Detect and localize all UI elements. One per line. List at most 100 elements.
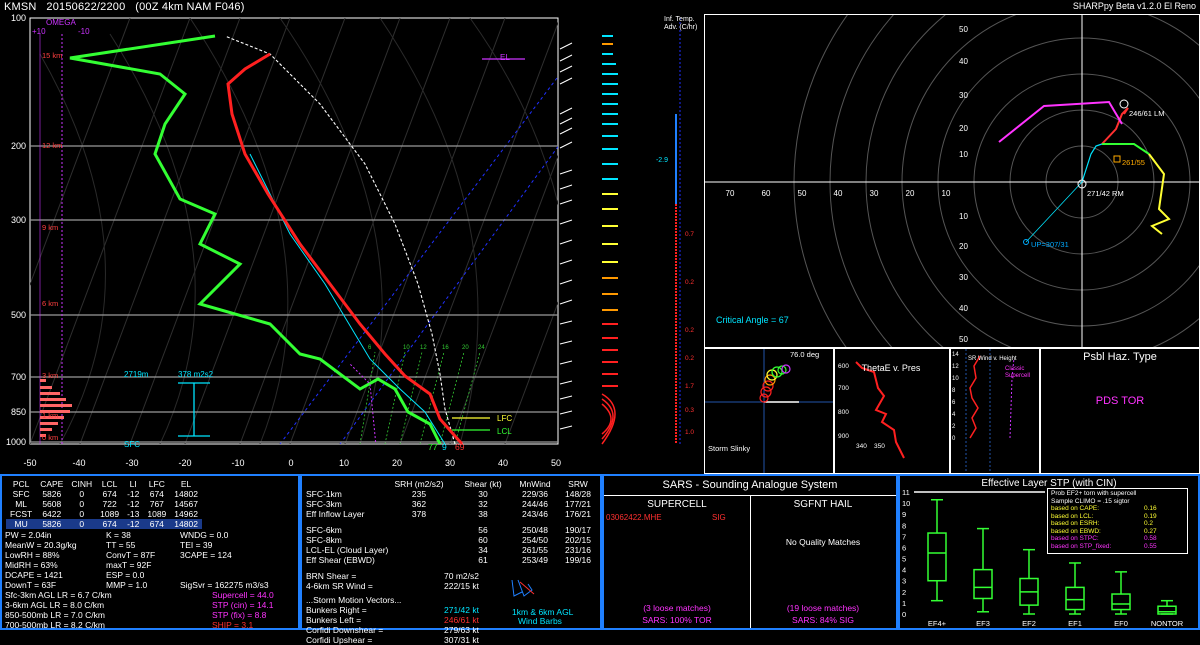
mixing-ratio-label: 10 xyxy=(403,345,410,351)
t-tick: -50 xyxy=(23,458,36,468)
hodo-y-tick: 10 xyxy=(959,150,968,159)
omega-tick: +10 xyxy=(32,27,46,36)
stp-cin-param: STP (cin) = 14.1 xyxy=(212,600,274,610)
stp-y-tick: 0 xyxy=(902,610,906,619)
hodo-tick: 20 xyxy=(906,189,915,198)
lapse-rates: Sfc-3km AGL LR = 6.7 C/km 3-6km AGL LR = … xyxy=(5,590,112,630)
t-tick: -40 xyxy=(72,458,85,468)
svg-text:6: 6 xyxy=(952,400,956,406)
sr46-label: 4-6km SR Wind = xyxy=(306,581,373,591)
skewt-frame xyxy=(29,17,559,445)
stp-y-tick: 8 xyxy=(902,521,906,530)
hail-loose: (19 loose matches) xyxy=(786,603,860,613)
table-row: FCST 6422 0 1089 -13 1089 14962 xyxy=(10,509,198,519)
composite-params: Supercell = 44.0 STP (cin) = 14.1 STP (f… xyxy=(212,590,274,630)
table-header: CINH xyxy=(71,479,93,489)
p-tick: 100 xyxy=(11,14,26,23)
table-row: SFC-3km 362 32 244/46 177/21 xyxy=(306,499,591,509)
sars-panel xyxy=(602,474,898,630)
thetae-p-tick: 800 xyxy=(838,409,849,416)
srwind-classic-label: Classic Supercell xyxy=(1005,366,1031,379)
omega-tick: -10 xyxy=(78,27,90,36)
stp-category-label: EF4+ xyxy=(928,619,947,628)
sfc-label: SFC xyxy=(124,440,140,449)
t-tick: 0 xyxy=(288,458,293,468)
svg-text:4: 4 xyxy=(952,412,956,418)
sars-title: SARS - Sounding Analogue System xyxy=(662,479,838,491)
sars-match[interactable]: 03062422.MHE xyxy=(606,513,662,522)
sars-vdivider xyxy=(750,495,751,628)
legend-title: Prob EF2+ torn with supercell xyxy=(1051,490,1137,497)
hodo-y-tick: 50 xyxy=(959,25,968,34)
sars-match-tag: SIG xyxy=(712,513,726,522)
kinematic-panel xyxy=(300,474,602,630)
stp-y-tick: 10 xyxy=(902,499,910,508)
thetae-p-tick: 900 xyxy=(838,433,849,440)
t-tick: 30 xyxy=(445,458,455,468)
svg-text:2: 2 xyxy=(952,424,956,430)
skewt-panel[interactable]: 100 200 300 500 700 850 1000 15 km 12 km… xyxy=(0,14,600,474)
stp-title: Effective Layer STP (with CIN) xyxy=(981,478,1117,489)
brn-value: 70 m2/s2 xyxy=(444,571,479,581)
parcel-table: PCL CAPE CINH LCL LI LFC EL SFC 5826 0 674 -12 6… xyxy=(6,479,202,529)
thermo-col1: PW = 2.04in MeanW = 20.3g/kg LowRH = 88% M… xyxy=(5,530,77,590)
stp-box xyxy=(1157,605,1177,615)
parcel-header-row: PCL CAPE CINH LCL LI LFC EL xyxy=(6,479,202,489)
p-tick: 200 xyxy=(11,141,26,151)
esrh-bracket xyxy=(178,382,210,437)
hodograph-panel[interactable]: 70 60 50 40 30 20 10 50 40 30 20 10 10 2… xyxy=(704,14,1200,348)
svg-text:0: 0 xyxy=(952,436,956,442)
stp-y-tick: 9 xyxy=(902,510,906,519)
table-header: LI xyxy=(129,479,137,489)
psbl-haz-value: PDS TOR xyxy=(1095,395,1145,407)
table-header: EL xyxy=(180,479,192,489)
stp-category-label: EF2 xyxy=(1022,619,1036,628)
height-label: 3 km xyxy=(42,371,58,380)
adv-value: 0.2 xyxy=(685,279,694,286)
height-label: 0 km xyxy=(42,433,58,442)
stp-box xyxy=(927,532,947,582)
depth-label: 2719m xyxy=(124,370,149,379)
barb-label1: 1km & 6km AGL xyxy=(512,607,574,617)
sigsvr: SigSvr = 162275 m3/s3 xyxy=(180,580,269,590)
psbl-haz-panel: Psbl Haz. Type PDS TOR xyxy=(1040,348,1200,474)
upshear-marker xyxy=(1023,239,1029,245)
hodo-tick: 60 xyxy=(762,189,771,198)
slinky-title: Storm Slinky xyxy=(708,444,750,453)
dewpoint-trace xyxy=(69,34,442,444)
adv-value: 0.2 xyxy=(685,327,694,334)
p-tick: 850 xyxy=(11,407,26,417)
hodo-trace-top xyxy=(1148,153,1171,235)
thetae-t-tick: 340 xyxy=(856,443,867,450)
mean-wind-marker xyxy=(1113,155,1121,163)
lfc-label: LFC xyxy=(497,414,512,423)
mean-label: 261/55 xyxy=(1122,158,1145,167)
mixing-ratio-label: 20 xyxy=(462,345,469,351)
t-tick: -20 xyxy=(178,458,191,468)
lcl-label: LCL xyxy=(497,427,512,436)
adv-value: -2.9 xyxy=(656,157,668,164)
srwind-label: SR Wind v. Height xyxy=(968,356,1017,362)
srwind-panel: 14 12 10 8 6 4 2 0 xyxy=(950,348,1040,474)
hodo-tick: 40 xyxy=(834,189,843,198)
critical-angle: Critical Angle = 67 xyxy=(716,315,789,325)
thermo-panel xyxy=(0,474,300,630)
ship-param: SHIP = 3.1 xyxy=(212,620,254,630)
hodo-tick: 50 xyxy=(798,189,807,198)
stp-category-label: EF1 xyxy=(1068,619,1082,628)
stp-y-tick: 7 xyxy=(902,532,906,541)
hodo-y-tick: 30 xyxy=(959,273,968,282)
sfc-dewpoint-f: 77 xyxy=(428,442,438,452)
thetae-p-tick: 600 xyxy=(838,363,849,370)
header-title: KMSN 20150622/2200 (00Z 4km NAM F046) xyxy=(4,1,245,13)
t-tick: 40 xyxy=(498,458,508,468)
p-tick: 1000 xyxy=(6,437,26,447)
adv-value: 1.0 xyxy=(685,429,694,436)
hodo-tick: 70 xyxy=(726,189,735,198)
el-label: EL xyxy=(500,53,510,62)
supercell-title: SUPERCELL xyxy=(647,499,707,510)
thetae-panel: 600 700 800 900 340 350 ThetaE v. Pres xyxy=(834,348,950,474)
stp-y-tick: 3 xyxy=(902,577,906,586)
hodo-trace-low xyxy=(1101,107,1129,145)
table-row: ML 5608 0 722 -12 767 14567 xyxy=(15,499,198,509)
